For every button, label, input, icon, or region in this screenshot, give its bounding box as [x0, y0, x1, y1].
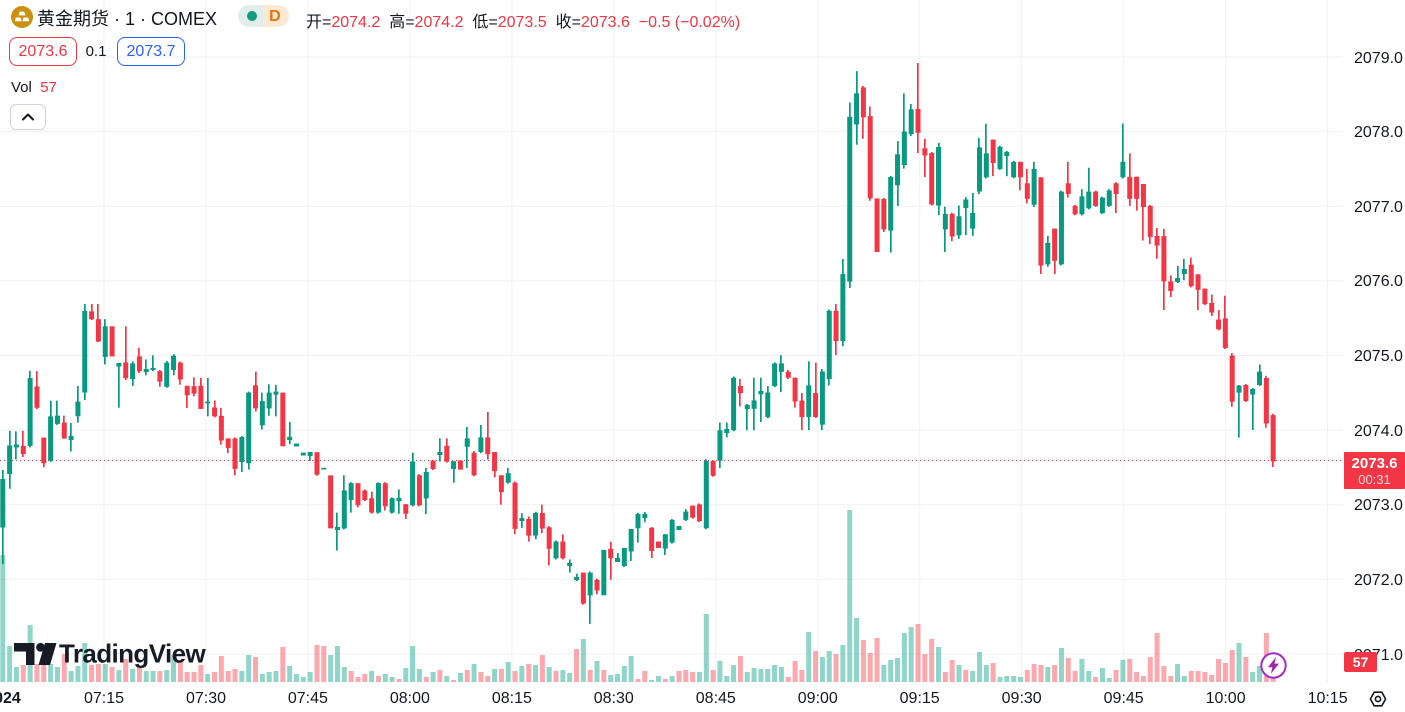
svg-text:TradingView: TradingView	[59, 641, 206, 669]
